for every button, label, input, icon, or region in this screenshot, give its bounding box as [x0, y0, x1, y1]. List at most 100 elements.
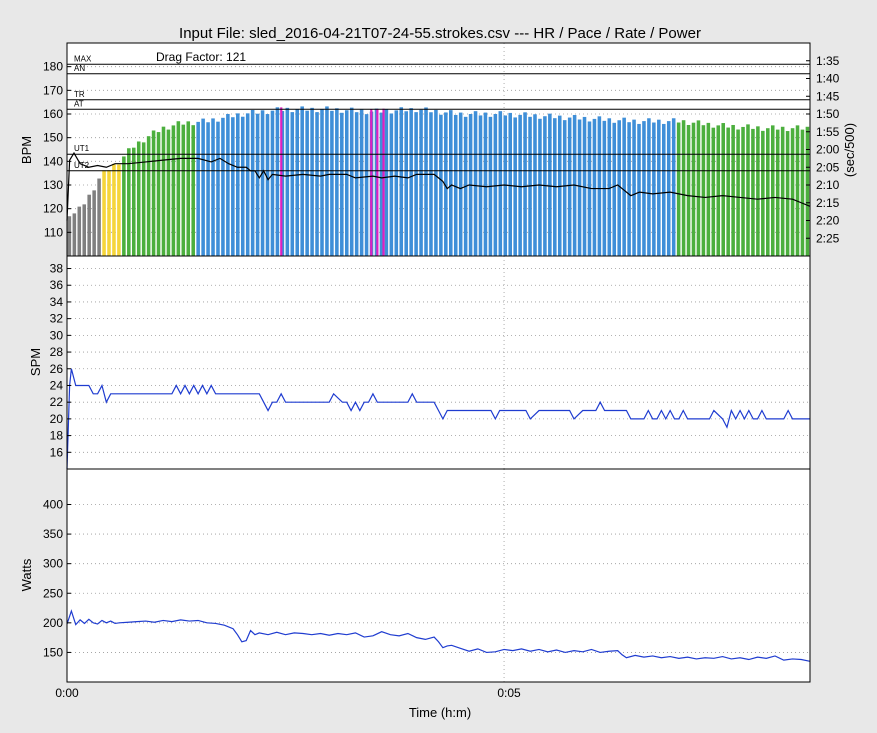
watts-axis-label: Watts — [19, 558, 34, 591]
zone-label: MAX — [74, 54, 92, 63]
hr-bar — [736, 129, 740, 256]
power-panel: 150 200 250 300 350 400 Watts — [19, 468, 811, 683]
hr-bar — [156, 132, 161, 256]
bpm-tick-label: 150 — [43, 131, 63, 145]
spm-tick-label: 32 — [50, 312, 64, 326]
hr-bar-highlight — [382, 108, 385, 256]
hr-bar — [151, 130, 156, 256]
hr-bar — [458, 112, 463, 256]
hr-bar — [434, 109, 438, 256]
spm-tick-label: 34 — [50, 295, 64, 309]
hr-bar — [686, 124, 691, 257]
hr-bar — [349, 107, 354, 256]
hr-bar — [795, 125, 800, 256]
hr-bar — [746, 124, 750, 256]
hr-bar — [141, 142, 146, 256]
pace-tick-label: 1:40 — [816, 72, 840, 86]
hr-bar — [404, 111, 408, 256]
hr-bar — [176, 121, 181, 257]
watts-tick-label: 300 — [43, 557, 63, 571]
watts-tick-label: 400 — [43, 498, 63, 512]
hr-bar — [127, 148, 131, 256]
hr-bar — [340, 112, 344, 256]
hr-bar — [696, 120, 701, 256]
x-tick-label-1: 0:05 — [497, 686, 521, 700]
hr-bar — [691, 122, 696, 256]
hr-bar — [523, 112, 527, 256]
hr-bar — [592, 118, 597, 256]
spm-tick-label: 28 — [50, 345, 64, 359]
hr-bar — [87, 194, 91, 256]
hr-bar — [731, 124, 735, 256]
hr-bar — [260, 110, 265, 256]
hr-bar — [359, 109, 364, 256]
hr-bar — [473, 111, 478, 256]
hr-bar — [206, 122, 210, 256]
hr-bar — [295, 109, 300, 257]
hr-bar — [503, 115, 508, 256]
pace-axis-label: (sec/500) — [842, 123, 857, 177]
hr-bar — [300, 106, 304, 256]
hr-bar — [671, 118, 676, 256]
hr-bar — [384, 109, 389, 256]
zone-label: AN — [74, 64, 85, 73]
spm-axis-ticks: 16 18 20 22 24 26 28 30 32 34 36 38 — [50, 262, 71, 459]
hr-bar — [751, 128, 755, 256]
hr-bar — [642, 121, 646, 256]
hr-bar — [136, 141, 141, 256]
hr-bar — [335, 108, 339, 257]
hr-bar — [493, 114, 498, 256]
hr-bar — [77, 206, 82, 256]
hr-bar — [419, 109, 423, 257]
hr-bar — [483, 112, 488, 256]
hr-bar — [221, 117, 225, 256]
spm-axis-label: SPM — [28, 348, 43, 376]
hr-bar — [766, 128, 770, 256]
hr-bar — [627, 122, 631, 256]
hr-bar — [761, 130, 765, 256]
pace-tick-label: 2:10 — [816, 178, 840, 192]
hr-bar — [409, 108, 413, 257]
hr-bar — [285, 107, 290, 256]
hr-bar — [414, 112, 418, 256]
spm-tick-label: 36 — [50, 278, 64, 292]
hr-bar — [662, 123, 666, 256]
hr-bar — [577, 119, 582, 256]
pace-tick-label: 2:00 — [816, 143, 840, 157]
hr-bar — [617, 120, 621, 256]
spm-tick-label: 22 — [50, 395, 64, 409]
hr-bar — [548, 113, 552, 257]
hr-bar — [444, 112, 448, 256]
hr-bar — [518, 114, 522, 256]
hr-bar — [131, 147, 136, 256]
hr-bar — [637, 123, 641, 256]
stroke-rate-plot-area — [67, 256, 810, 469]
bpm-tick-label: 160 — [43, 107, 63, 121]
stroke-rate-line — [66, 368, 810, 470]
zone-label: UT1 — [74, 144, 90, 153]
pace-tick-label: 1:35 — [816, 54, 840, 68]
watts-tick-label: 250 — [43, 586, 63, 600]
hr-bar — [216, 121, 220, 257]
hr-bar — [240, 116, 245, 256]
hr-bar — [364, 114, 369, 256]
hr-bar — [231, 117, 235, 257]
pace-line — [66, 151, 811, 221]
hr-bar — [394, 110, 399, 256]
spm-tick-label: 26 — [50, 362, 64, 376]
hr-bar — [582, 116, 587, 256]
hr-bar — [379, 112, 384, 256]
hr-bar — [453, 114, 458, 257]
spm-tick-label: 20 — [50, 412, 64, 426]
hr-bar — [399, 107, 404, 256]
hr-bar — [102, 170, 106, 256]
power-frame — [66, 468, 811, 683]
hr-bar — [315, 112, 319, 257]
hr-bar — [800, 129, 805, 256]
bpm-tick-label: 180 — [43, 60, 63, 74]
bpm-axis-ticks: 110 120 130 140 150 160 170 180 — [43, 60, 71, 239]
hr-bar — [449, 110, 453, 256]
hr-bar — [330, 110, 334, 257]
